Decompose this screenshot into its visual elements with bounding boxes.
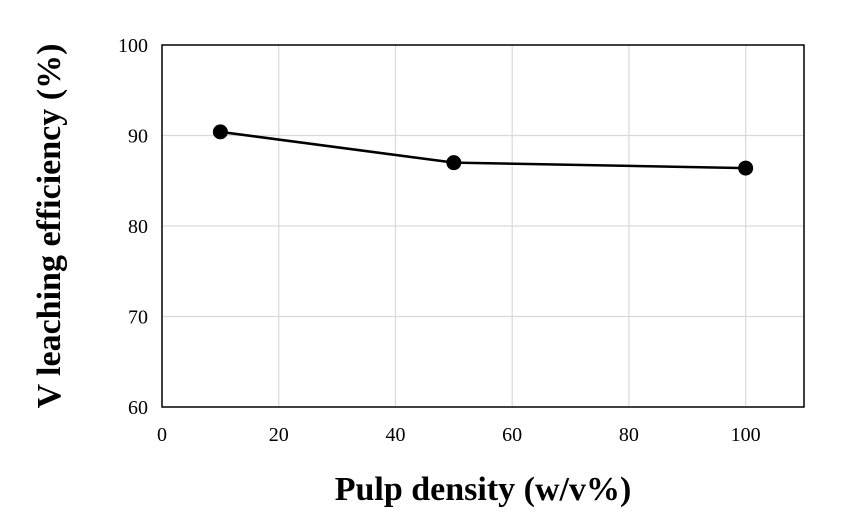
tick-labels: 0 20 40 60 80 100 60 70 80 90 100 xyxy=(118,35,761,446)
series-line xyxy=(220,130,746,170)
y-tick-label: 90 xyxy=(128,126,148,148)
x-tick-label: 100 xyxy=(731,424,761,446)
data-point xyxy=(446,155,462,171)
grid xyxy=(162,45,804,407)
x-tick-label: 20 xyxy=(269,424,289,446)
data-point xyxy=(738,160,754,176)
x-tick-label: 40 xyxy=(385,424,405,446)
y-axis-title: V leaching efficiency (%) xyxy=(31,44,68,409)
y-tick-label: 60 xyxy=(128,397,148,419)
data-point xyxy=(212,124,228,140)
x-tick-label: 80 xyxy=(619,424,639,446)
y-tick-label: 100 xyxy=(118,35,148,57)
x-tick-label: 0 xyxy=(157,424,167,446)
x-tick-label: 60 xyxy=(502,424,522,446)
plot-area-frame xyxy=(161,44,805,408)
y-tick-label: 70 xyxy=(128,307,148,329)
x-axis-title: Pulp density (w/v%) xyxy=(335,471,632,508)
y-tick-label: 80 xyxy=(128,216,148,238)
series xyxy=(212,124,754,176)
